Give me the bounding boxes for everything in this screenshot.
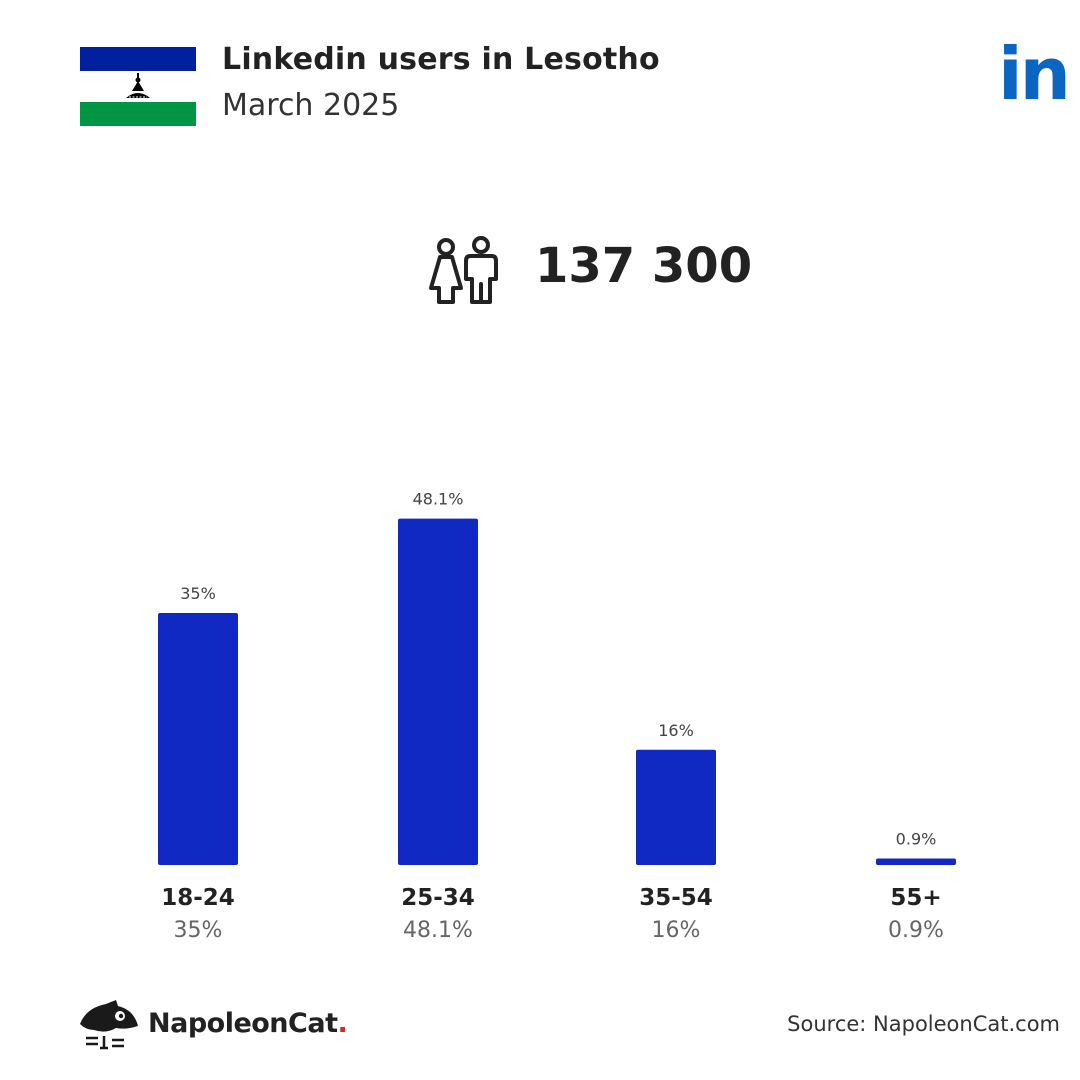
bar-35-54 <box>636 749 716 865</box>
category-percent-label: 0.9% <box>888 918 944 943</box>
bar-18-24 <box>158 613 238 865</box>
page-subtitle: March 2025 <box>222 88 400 123</box>
footer-brand-text: NapoleonCat <box>148 1008 338 1039</box>
category-percent-label: 48.1% <box>403 918 473 943</box>
age-distribution-chart: 35% 18-24 35% 48.1% 25-34 48.1% 16% 35-54 16% 0.9… <box>158 490 956 943</box>
category-label: 35-54 <box>639 885 713 911</box>
category-label: 55+ <box>890 885 941 911</box>
linkedin-logo-icon: in <box>998 32 1071 116</box>
lesotho-flag-icon <box>80 47 196 126</box>
people-icon <box>429 236 498 304</box>
category-percent-label: 35% <box>174 918 223 943</box>
total-users-value: 137 300 <box>535 238 753 294</box>
bar-55+ <box>876 858 956 865</box>
category-percent-label: 16% <box>652 918 701 943</box>
footer-brand-name: NapoleonCat. <box>148 1008 348 1039</box>
bar-value-label: 35% <box>180 584 216 603</box>
page-title: Linkedin users in Lesotho <box>222 42 660 77</box>
category-label: 18-24 <box>161 885 235 911</box>
bar-value-label: 48.1% <box>413 490 464 509</box>
category-label: 25-34 <box>401 885 475 911</box>
napoleoncat-logo-icon <box>80 1000 138 1050</box>
bar-value-label: 16% <box>658 721 694 740</box>
footer-brand-dot: . <box>337 1008 348 1039</box>
bar-25-34 <box>398 518 478 865</box>
bar-value-label: 0.9% <box>896 830 937 849</box>
source-credit: Source: NapoleonCat.com <box>787 1012 1060 1036</box>
